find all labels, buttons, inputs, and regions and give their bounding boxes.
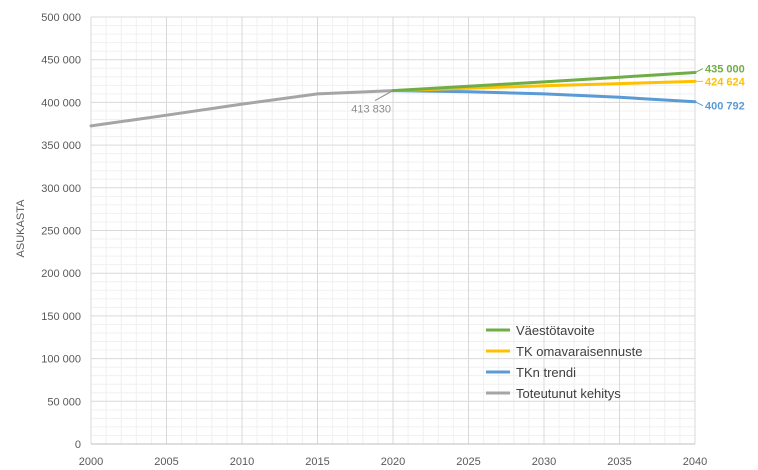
- x-tick-label: 2040: [683, 456, 707, 468]
- y-tick-label: 50 000: [47, 396, 81, 408]
- x-tick-label: 2025: [456, 456, 480, 468]
- y-tick-label: 350 000: [41, 140, 81, 152]
- y-tick-label: 400 000: [41, 97, 81, 109]
- x-tick-label: 2010: [230, 456, 254, 468]
- end-label: 435 000: [705, 64, 745, 76]
- x-tick-label: 2020: [381, 456, 405, 468]
- y-tick-label: 250 000: [41, 226, 81, 238]
- series-line-0: [391, 71, 697, 93]
- annotation-leader: [374, 90, 394, 102]
- y-tick-label: 450 000: [41, 55, 81, 67]
- end-label: 400 792: [705, 101, 745, 113]
- series-lines: [89, 71, 697, 128]
- gridlines: [90, 16, 696, 445]
- end-label-leader: [694, 68, 704, 73]
- x-tick-label: 2015: [305, 456, 329, 468]
- annotation-label: 413 830: [351, 104, 391, 116]
- end-label: 424 624: [705, 76, 746, 88]
- legend-entry: Väestötavoite: [516, 323, 595, 338]
- y-tick-label: 500 000: [41, 12, 81, 24]
- y-tick-label: 300 000: [41, 183, 81, 195]
- x-tick-label: 2005: [154, 456, 178, 468]
- y-tick-label: 200 000: [41, 268, 81, 280]
- y-tick-label: 150 000: [41, 311, 81, 323]
- y-tick-label: 100 000: [41, 354, 81, 366]
- legend-entry: Toteutunut kehitys: [516, 386, 621, 401]
- series-line-3: [89, 89, 395, 128]
- y-axis-label: ASUKASTA: [15, 199, 27, 258]
- y-axis: 0 50 000 100 000 150 000 200 000 250 000 300 0…: [41, 12, 81, 451]
- legend: Väestötavoite TK omavaraisennuste TKn tren…: [486, 323, 642, 401]
- series-line-2: [391, 89, 697, 104]
- x-axis: 2000 2005 2010 2015 2020 2025 2030 2035 2040: [79, 443, 707, 468]
- x-tick-label: 2030: [532, 456, 556, 468]
- end-label-leader: [694, 101, 704, 107]
- legend-entry: TK omavaraisennuste: [516, 344, 642, 359]
- annotations: 413 830: [351, 90, 394, 116]
- legend-entry: TKn trendi: [516, 365, 576, 380]
- x-tick-label: 2035: [607, 456, 631, 468]
- y-tick-label: 0: [75, 439, 81, 451]
- x-tick-label: 2000: [79, 456, 103, 468]
